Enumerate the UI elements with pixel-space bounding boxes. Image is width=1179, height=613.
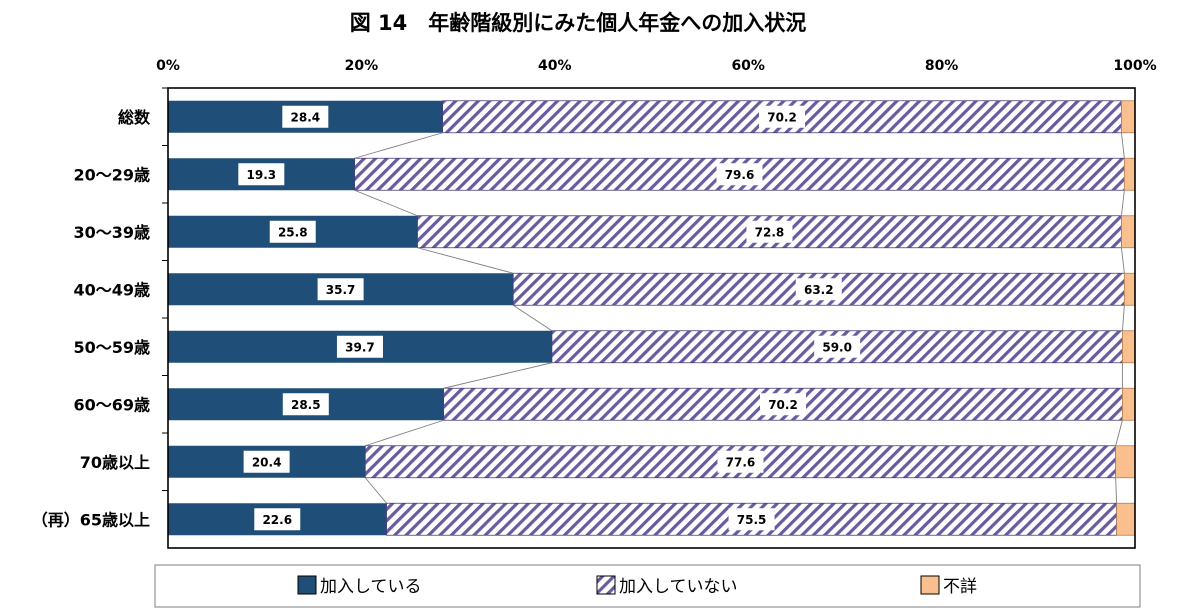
data-label--6: 77.6 bbox=[726, 455, 756, 469]
series-line bbox=[1121, 247, 1125, 274]
bar--0 bbox=[1121, 100, 1136, 134]
data-label-box bbox=[317, 278, 364, 301]
chart-title: 図 14 年齢階級別にみた個人年金への加入状況 bbox=[350, 11, 807, 35]
data-label--3: 35.7 bbox=[326, 283, 356, 297]
data-label--5: 28.5 bbox=[291, 398, 321, 412]
data-label-box bbox=[243, 450, 290, 473]
plot-frame bbox=[167, 87, 1136, 549]
legend-swatch-1 bbox=[596, 575, 616, 595]
series-line bbox=[354, 132, 443, 159]
data-label-box bbox=[282, 105, 329, 128]
category-label-7: （再）65歳以上 bbox=[32, 510, 150, 529]
data-label-box bbox=[814, 335, 861, 358]
legend-label-1: 加入していない bbox=[619, 577, 738, 597]
bar--4 bbox=[1122, 330, 1136, 364]
series-line bbox=[1121, 305, 1125, 331]
category-label-2: 30～39歳 bbox=[73, 223, 150, 242]
series-line bbox=[1115, 420, 1123, 446]
data-label--2: 25.8 bbox=[278, 225, 308, 239]
data-label-box bbox=[269, 220, 316, 243]
category-label-5: 60～69歳 bbox=[73, 395, 150, 414]
series-line bbox=[364, 477, 387, 504]
series-line bbox=[443, 362, 553, 389]
data-label-box bbox=[254, 508, 301, 531]
series-line bbox=[1121, 132, 1125, 159]
data-label-box bbox=[728, 508, 775, 531]
series-line bbox=[1121, 190, 1125, 216]
data-label-box bbox=[238, 163, 285, 186]
series-line bbox=[1115, 477, 1118, 504]
x-tick-label-5: 100% bbox=[1113, 58, 1156, 74]
data-label--1: 19.3 bbox=[247, 168, 277, 182]
x-tick-label-1: 20% bbox=[345, 58, 379, 74]
data-label--7: 22.6 bbox=[262, 513, 292, 527]
x-tick-label-3: 60% bbox=[731, 58, 765, 74]
data-label-box bbox=[795, 278, 842, 301]
legend-swatch-0 bbox=[297, 575, 317, 595]
data-label--0: 70.2 bbox=[767, 110, 797, 124]
data-label-box bbox=[282, 393, 329, 416]
bar--2 bbox=[1121, 215, 1136, 249]
data-label-box bbox=[746, 220, 793, 243]
legend-box bbox=[154, 564, 1141, 608]
series-line bbox=[354, 189, 418, 217]
category-label-4: 50～59歳 bbox=[73, 338, 150, 357]
x-tick-label-4: 80% bbox=[925, 58, 959, 74]
bar--3 bbox=[1123, 272, 1136, 306]
bar--7 bbox=[1116, 502, 1136, 536]
series-line bbox=[365, 419, 444, 447]
data-label--0: 28.4 bbox=[291, 110, 321, 124]
data-label--5: 70.2 bbox=[768, 398, 798, 412]
legend-swatch-2 bbox=[920, 575, 940, 595]
legend-label-2: 不詳 bbox=[943, 577, 977, 597]
data-label--4: 39.7 bbox=[345, 340, 375, 354]
data-label-box bbox=[336, 335, 383, 358]
bar--1 bbox=[1123, 157, 1136, 191]
series-line bbox=[417, 247, 514, 274]
data-label--7: 75.5 bbox=[737, 513, 767, 527]
category-label-6: 70歳以上 bbox=[80, 453, 150, 472]
data-label-box bbox=[759, 105, 806, 128]
bar--5 bbox=[1122, 387, 1136, 421]
data-label-box bbox=[760, 393, 807, 416]
legend-label-0: 加入している bbox=[320, 577, 422, 597]
x-tick-label-0: 0% bbox=[156, 58, 180, 74]
category-label-1: 20～29歳 bbox=[73, 165, 150, 184]
data-label-box bbox=[717, 450, 764, 473]
data-label--2: 72.8 bbox=[755, 225, 785, 239]
category-label-0: 総数 bbox=[118, 108, 151, 127]
data-label--1: 79.6 bbox=[725, 168, 755, 182]
data-label-box bbox=[716, 163, 763, 186]
data-label--6: 20.4 bbox=[252, 455, 282, 469]
category-label-3: 40～49歳 bbox=[73, 280, 150, 299]
bar--6 bbox=[1115, 445, 1136, 479]
data-label--3: 63.2 bbox=[804, 283, 834, 297]
x-tick-label-2: 40% bbox=[538, 58, 572, 74]
data-label--4: 59.0 bbox=[822, 340, 852, 354]
series-line bbox=[512, 304, 553, 332]
